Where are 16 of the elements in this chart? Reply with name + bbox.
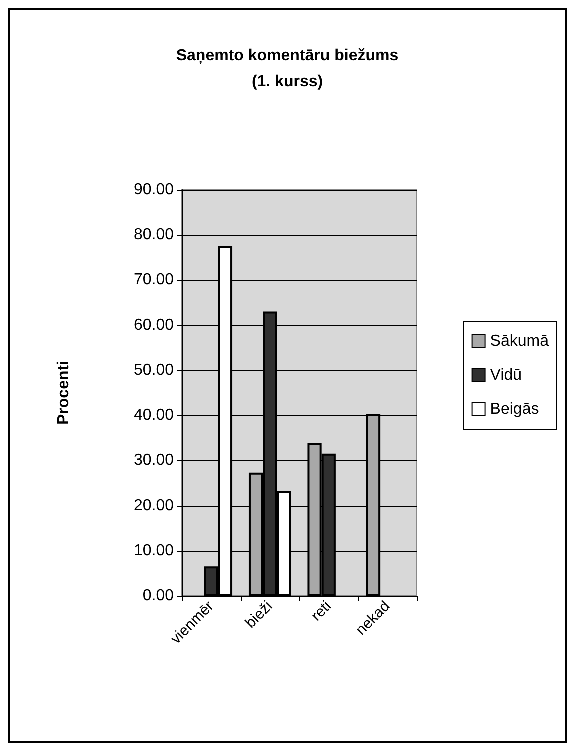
y-tick-label: 40.00 [134,407,174,424]
y-tick-label: 50.00 [134,362,174,379]
y-tick-label: 70.00 [134,272,174,289]
y-tick-label: 20.00 [134,497,174,514]
y-tick-label: 90.00 [134,182,174,198]
legend-label: Sākumā [490,333,550,350]
chart-title: Saņemto komentāru biežums (1. kurss) [176,48,399,90]
y-tick-label: 80.00 [134,226,174,244]
legend-label: Vidū [490,367,522,384]
legend-label: Beigās [490,401,540,418]
y-tick-label: 30.00 [134,452,174,470]
x-tick-label: reti [308,598,335,625]
y-tick-label: 0.00 [142,588,174,604]
y-tick-label: 10.00 [134,542,174,560]
y-tick-label: 60.00 [134,316,174,334]
y-axis-title: Procenti [56,360,72,426]
